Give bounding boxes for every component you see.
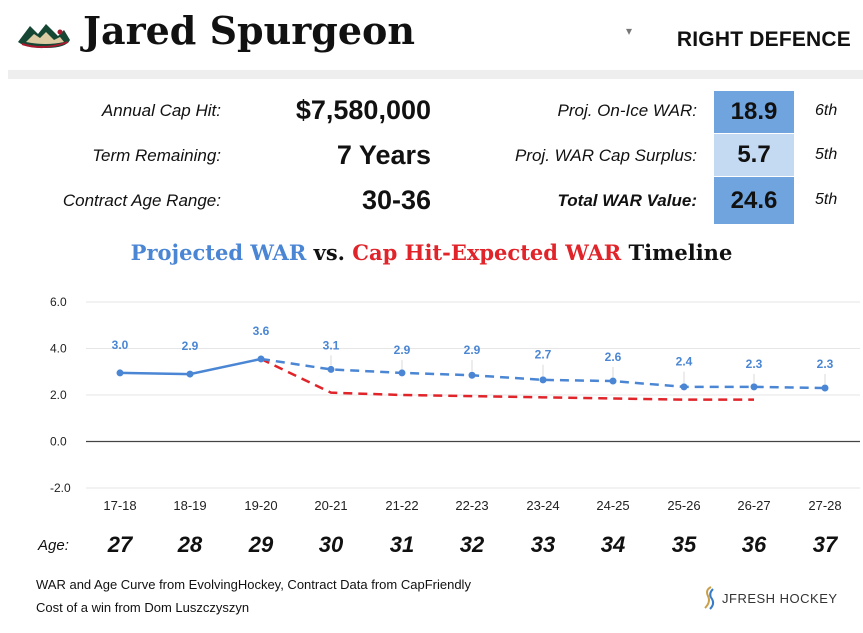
projected-war-data-label: 3.6 <box>253 324 270 338</box>
projected-war-data-label: 2.7 <box>535 348 552 362</box>
war-timeline-chart: 6.0 4.0 2.0 0.0 -2.0 17-18 18-19 19-20 20-21 21-2… <box>50 295 860 513</box>
x-tick-label: 26-27 <box>737 498 770 513</box>
chart-title-timeline: Timeline <box>621 240 733 265</box>
war-surplus-rank: 5th <box>815 146 838 163</box>
cap-hit-value: $7,580,000 <box>295 95 431 125</box>
age-value: 36 <box>741 532 767 557</box>
y-tick-label: 0.0 <box>50 435 67 449</box>
age-value: 29 <box>248 532 274 557</box>
y-tick-label: 2.0 <box>50 388 67 402</box>
term-label: Term Remaining: <box>92 146 221 165</box>
chart-title-vs: vs. <box>306 240 353 265</box>
brand-name: JFRESH HOCKEY <box>722 591 838 606</box>
age-value: 35 <box>671 532 697 557</box>
age-value: 32 <box>459 532 485 557</box>
x-tick-label: 23-24 <box>526 498 559 513</box>
onice-war-rank: 6th <box>815 102 838 119</box>
projected-war-point <box>539 376 547 384</box>
total-war-rank: 5th <box>815 191 838 208</box>
projected-war-line-projected <box>260 357 826 390</box>
projected-war-point <box>186 370 194 378</box>
age-value: 28 <box>177 532 203 557</box>
projected-war-data-label: 3.1 <box>323 338 340 352</box>
age-value: 27 <box>107 532 133 557</box>
x-tick-label: 17-18 <box>103 498 136 513</box>
team-logo <box>18 24 70 48</box>
total-war-value: 24.6 <box>714 177 794 224</box>
projected-war-point <box>257 355 265 363</box>
position-label: RIGHT DEFENCE <box>676 28 851 51</box>
term-value: 7 Years <box>336 140 431 170</box>
x-tick-label: 18-19 <box>173 498 206 513</box>
projected-war-data-label: 2.9 <box>464 343 481 357</box>
total-war-label: Total WAR Value: <box>557 191 697 210</box>
chart-title: Projected WAR vs. Cap Hit-Expected WAR T… <box>0 240 863 265</box>
cap-hit-label: Annual Cap Hit: <box>101 101 221 120</box>
player-name: Jared Spurgeon <box>83 8 415 53</box>
projected-war-data-label: 2.3 <box>817 357 834 371</box>
x-tick-label: 21-22 <box>385 498 418 513</box>
chart-title-expected: Cap Hit-Expected WAR <box>352 240 622 265</box>
projected-war-point <box>609 377 617 385</box>
x-tick-label: 19-20 <box>244 498 277 513</box>
jfresh-logo-icon <box>704 586 715 610</box>
war-surplus-value: 5.7 <box>714 134 794 176</box>
projected-war-data-label: 2.9 <box>394 343 411 357</box>
footer-source-line: WAR and Age Curve from EvolvingHockey, C… <box>36 577 471 592</box>
projected-war-point <box>680 383 688 391</box>
age-range-value: 30-36 <box>361 185 431 215</box>
y-tick-label: 6.0 <box>50 295 67 309</box>
projected-war-point <box>750 383 758 391</box>
x-tick-label: 22-23 <box>455 498 488 513</box>
x-tick-label: 20-21 <box>314 498 347 513</box>
y-tick-label: 4.0 <box>50 342 67 356</box>
footer-credit-line: Cost of a win from Dom Luszczyszyn <box>36 600 250 615</box>
x-tick-label: 25-26 <box>667 498 700 513</box>
projected-war-point <box>398 369 406 377</box>
age-value: 34 <box>600 532 626 557</box>
projected-war-point <box>821 384 829 392</box>
x-tick-label: 27-28 <box>808 498 841 513</box>
header-divider <box>8 70 863 79</box>
age-row-label: Age: <box>38 537 69 554</box>
onice-war-label: Proj. On-Ice WAR: <box>557 101 698 120</box>
projected-war-data-label: 3.0 <box>112 338 129 352</box>
onice-war-value: 18.9 <box>714 91 794 133</box>
age-range-label: Contract Age Range: <box>62 191 221 210</box>
projected-war-data-label: 2.4 <box>676 355 693 369</box>
y-tick-label: -2.0 <box>50 481 71 495</box>
caret-down-icon[interactable]: ▾ <box>626 24 633 38</box>
projected-war-point <box>468 371 476 379</box>
projected-war-point <box>327 365 335 373</box>
x-tick-label: 24-25 <box>596 498 629 513</box>
chart-title-projected: Projected WAR <box>130 240 307 265</box>
age-value: 30 <box>318 532 344 557</box>
age-value: 31 <box>389 532 415 557</box>
age-value: 33 <box>530 532 556 557</box>
age-value: 37 <box>812 532 838 557</box>
war-surplus-label: Proj. WAR Cap Surplus: <box>514 146 697 165</box>
projected-war-data-label: 2.9 <box>182 339 199 353</box>
projected-war-data-label: 2.6 <box>605 350 622 364</box>
projected-war-point <box>116 369 124 377</box>
projected-war-data-label: 2.3 <box>746 357 763 371</box>
